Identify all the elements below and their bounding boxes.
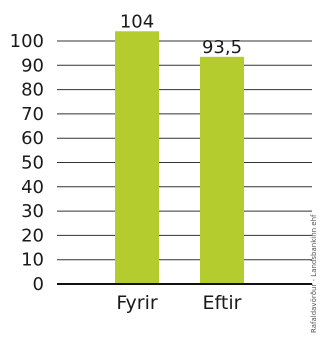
y-tick-label: 40: [21, 177, 44, 198]
source-note: Rafaldavörður - Landsbankinn ehf: [310, 214, 318, 333]
bar-eftir: [200, 56, 244, 284]
bar-fyrir: [115, 31, 159, 285]
x-category-label: Eftir: [203, 292, 242, 314]
y-tick-label: 70: [21, 104, 44, 125]
y-tick-label: 100: [10, 31, 44, 52]
labels: 0 10 20 30 40 50 60 70 80 90 100 104 Fyrir 93,5 Eftir: [10, 11, 242, 314]
data-label: 93,5: [202, 37, 242, 58]
y-tick-label: 0: [33, 274, 44, 295]
y-tick-label: 20: [21, 225, 44, 246]
y-tick-label: 30: [21, 201, 44, 222]
data-label: 104: [120, 11, 154, 32]
y-tick-label: 90: [21, 55, 44, 76]
y-tick-label: 60: [21, 128, 44, 149]
x-category-label: Fyrir: [116, 292, 158, 314]
bars: [115, 31, 244, 285]
gridlines: [57, 40, 312, 261]
y-tick-label: 80: [21, 80, 44, 101]
y-tick-label: 10: [21, 250, 44, 271]
y-tick-label: 50: [21, 153, 44, 174]
